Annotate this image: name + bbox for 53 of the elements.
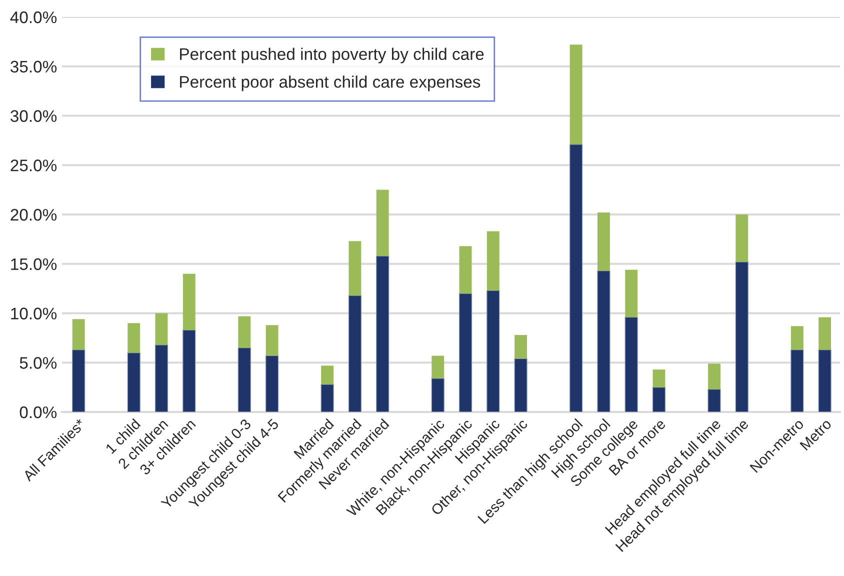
bar (735, 262, 748, 412)
y-tick-label: 20.0% (10, 208, 57, 221)
bar (266, 325, 278, 356)
bar (818, 317, 832, 350)
bar (155, 313, 168, 345)
bar (708, 364, 720, 390)
bar (376, 190, 389, 256)
bar (790, 326, 804, 350)
bar (72, 319, 85, 350)
bar (514, 358, 528, 412)
bar (458, 293, 472, 412)
bar (514, 334, 528, 359)
bar (486, 231, 500, 291)
legend-label: Percent pushed into poverty by child care (180, 48, 484, 64)
bar (486, 290, 500, 412)
bar (265, 355, 279, 412)
y-tick-label: 0.0% (20, 406, 57, 418)
y-tick-label: 30.0% (10, 110, 57, 122)
bar (127, 352, 140, 412)
bar (652, 370, 666, 388)
bar (569, 144, 583, 412)
bar (182, 274, 196, 330)
bar (320, 384, 334, 412)
bar (624, 316, 638, 412)
bar (818, 349, 832, 412)
bar (321, 366, 334, 384)
y-tick-label: 35.0% (10, 60, 57, 73)
bar (652, 386, 666, 412)
bar (128, 323, 140, 353)
bar (570, 44, 582, 144)
bar (597, 212, 610, 271)
bar (790, 349, 804, 412)
bar (736, 214, 748, 262)
y-tick-label: 15.0% (11, 258, 57, 270)
bar (348, 295, 362, 412)
y-tick-label: 25.0% (10, 160, 57, 172)
y-tick-label: 10.0% (11, 308, 57, 320)
bar (376, 256, 390, 412)
bar (238, 347, 251, 412)
bar (348, 241, 362, 296)
bar (238, 316, 251, 348)
legend-label: Percent poor absent child care expenses (180, 76, 480, 92)
bar (597, 270, 610, 412)
y-tick-label: 40.0% (10, 11, 57, 24)
bar (625, 270, 638, 318)
bar (72, 349, 86, 412)
bar (431, 378, 444, 412)
bar (432, 356, 444, 378)
bar (182, 330, 196, 412)
bar (154, 344, 168, 412)
bar (708, 388, 721, 412)
y-tick-label: 5.0% (20, 357, 57, 369)
bar (459, 246, 472, 294)
